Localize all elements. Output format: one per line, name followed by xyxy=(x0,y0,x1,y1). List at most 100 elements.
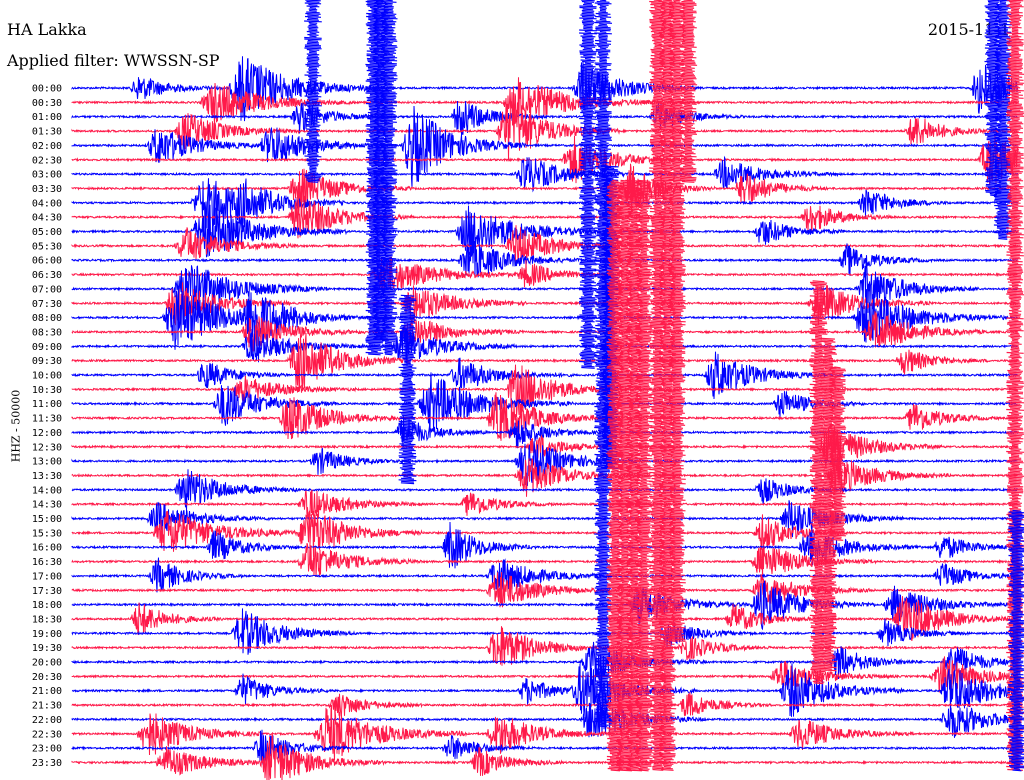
trace-row xyxy=(71,204,1018,258)
trace-row xyxy=(71,500,1018,538)
row-time-label: 04:30 xyxy=(32,213,62,224)
row-time-label: 12:00 xyxy=(32,428,62,439)
trace-row xyxy=(71,326,1018,366)
trace-row xyxy=(71,77,1018,127)
row-time-label: 09:30 xyxy=(32,356,62,367)
row-time-label: 23:00 xyxy=(32,744,62,755)
row-time-label: 13:00 xyxy=(32,457,62,468)
row-time-label: 13:30 xyxy=(32,471,62,482)
spike-burst xyxy=(594,0,613,728)
trace-row xyxy=(71,705,1018,761)
row-time-label: 09:00 xyxy=(32,342,62,353)
trace-row xyxy=(71,701,1018,738)
row-time-label: 02:00 xyxy=(32,141,62,152)
spike-burst xyxy=(625,179,644,772)
trace-row xyxy=(71,426,1018,468)
spike-burst xyxy=(984,0,1003,197)
row-time-label: 22:00 xyxy=(32,715,62,726)
row-time-label: 03:00 xyxy=(32,170,62,181)
row-time-label: 00:00 xyxy=(32,84,62,95)
row-time-label: 20:30 xyxy=(32,672,62,683)
trace-row xyxy=(71,416,1018,449)
time-labels: 00:00 00:30 01:00 01:30 02:00 02:30 03:00 03:30… xyxy=(32,84,62,769)
trace-row xyxy=(71,521,1018,569)
row-time-label: 10:00 xyxy=(32,371,62,382)
spike-burst xyxy=(809,280,828,685)
spike-burst xyxy=(1008,509,1024,772)
row-time-label: 07:00 xyxy=(32,284,62,295)
trace-row xyxy=(71,256,1018,292)
row-time-label: 06:30 xyxy=(32,270,62,281)
trace-row xyxy=(71,641,1018,681)
spike-bursts xyxy=(303,0,1024,772)
row-time-label: 14:30 xyxy=(32,500,62,511)
row-time-label: 18:00 xyxy=(32,600,62,611)
row-time-label: 10:30 xyxy=(32,385,62,396)
spike-burst xyxy=(679,0,698,183)
trace-row xyxy=(71,454,1018,497)
trace-row xyxy=(71,155,1018,193)
row-time-label: 21:00 xyxy=(32,686,62,697)
row-time-label: 22:30 xyxy=(32,729,62,740)
spike-burst xyxy=(578,0,598,369)
spike-burst xyxy=(398,294,417,485)
trace-row xyxy=(71,608,1018,655)
trace-row xyxy=(71,98,1018,161)
spike-burst xyxy=(634,179,653,772)
spike-burst xyxy=(667,0,686,642)
row-time-label: 01:00 xyxy=(32,112,62,123)
trace-row xyxy=(71,100,1018,136)
spike-burst xyxy=(303,0,322,183)
row-time-label: 08:30 xyxy=(32,327,62,338)
trace-row xyxy=(71,729,1018,766)
row-time-label: 21:30 xyxy=(32,701,62,712)
trace-row xyxy=(71,557,1018,593)
row-time-label: 12:30 xyxy=(32,442,62,453)
row-time-label: 17:00 xyxy=(32,571,62,582)
trace-row xyxy=(71,392,1018,441)
spike-burst xyxy=(615,179,634,772)
row-time-label: 17:30 xyxy=(32,586,62,597)
row-time-label: 00:30 xyxy=(32,98,62,109)
row-time-label: 20:00 xyxy=(32,658,62,669)
trace-row xyxy=(71,135,1018,185)
spike-burst xyxy=(818,337,838,672)
row-time-label: 08:00 xyxy=(32,313,62,324)
row-time-label: 06:00 xyxy=(32,256,62,267)
trace-row xyxy=(71,510,1018,558)
spike-burst xyxy=(658,0,677,771)
trace-row xyxy=(71,372,1018,432)
trace-row xyxy=(71,225,1018,264)
trace-row xyxy=(71,692,1018,718)
row-time-label: 01:30 xyxy=(32,127,62,138)
row-time-label: 15:00 xyxy=(32,514,62,525)
trace-row xyxy=(71,489,1018,520)
spike-burst xyxy=(993,0,1012,240)
row-time-label: 18:30 xyxy=(32,614,62,625)
trace-row xyxy=(71,163,1018,213)
trace-row xyxy=(71,285,1018,350)
trace-row xyxy=(71,572,1018,608)
trace-row xyxy=(71,626,1018,666)
trace-row xyxy=(71,656,1018,693)
trace-rows xyxy=(71,56,1018,780)
trace-row xyxy=(71,178,1018,230)
spike-burst xyxy=(379,0,398,356)
row-time-label: 16:30 xyxy=(32,557,62,568)
trace-row xyxy=(71,469,1018,511)
row-time-label: 05:30 xyxy=(32,241,62,252)
row-time-label: 05:00 xyxy=(32,227,62,238)
trace-row xyxy=(71,542,1018,581)
trace-row xyxy=(71,311,1018,352)
trace-row xyxy=(71,663,1018,718)
filter-label: Applied filter: WWSSN-SP xyxy=(7,51,220,70)
row-time-label: 19:00 xyxy=(32,629,62,640)
row-time-label: 03:30 xyxy=(32,184,62,195)
trace-row xyxy=(71,105,1018,188)
spike-burst xyxy=(828,366,847,541)
trace-row xyxy=(71,239,1018,278)
spike-burst xyxy=(648,0,667,771)
spike-burst xyxy=(606,179,625,772)
trace-row xyxy=(71,282,1018,326)
